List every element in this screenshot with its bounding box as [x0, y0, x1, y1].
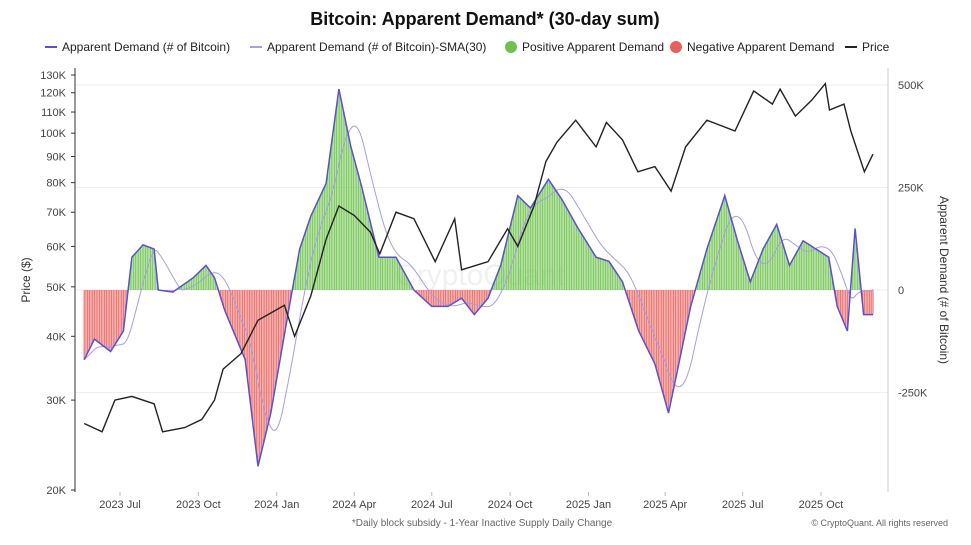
right-axis-ticks: 500K 250K 0 -250K: [898, 80, 928, 400]
x-tick-label: 2024 Jul: [411, 499, 453, 511]
x-tick-label: 2025 Oct: [799, 499, 844, 511]
legend-label: Negative Apparent Demand: [687, 40, 834, 54]
footnote: *Daily block subsidy - 1-Year Inactive S…: [352, 518, 613, 529]
left-tick-label: 70K: [46, 207, 66, 219]
right-tick-label: -250K: [898, 388, 928, 400]
left-tick-label: 90K: [46, 152, 66, 164]
left-tick-label: 20K: [46, 485, 66, 497]
legend: Apparent Demand (# of Bitcoin) Apparent D…: [45, 40, 890, 54]
left-axis-ticks: 130K 120K 110K 100K 90K 80K 70K 60K 50K 40K 30K 20K: [40, 70, 75, 497]
demand-bars: [83, 93, 874, 467]
copyright: © CryptoQuant. All rights reserved: [811, 518, 948, 528]
x-tick-label: 2023 Oct: [176, 499, 221, 511]
chart-title: Bitcoin: Apparent Demand* (30-day sum): [310, 9, 659, 29]
legend-label: Apparent Demand (# of Bitcoin)-SMA(30): [267, 40, 486, 54]
legend-dot-icon: [505, 41, 517, 53]
grid: [75, 84, 888, 393]
series-lines: [83, 82, 874, 467]
right-tick-label: 0: [898, 285, 904, 297]
legend-label: Positive Apparent Demand: [522, 40, 664, 54]
legend-item[interactable]: Price: [845, 40, 890, 54]
right-tick-label: 250K: [898, 183, 924, 195]
legend-label: Price: [862, 40, 890, 54]
left-tick-label: 100K: [40, 128, 66, 140]
left-tick-label: 60K: [46, 241, 66, 253]
x-tick-label: 2024 Oct: [488, 499, 533, 511]
x-tick-label: 2025 Apr: [643, 499, 687, 511]
left-axis-label: Price ($): [19, 257, 33, 302]
legend-item[interactable]: Apparent Demand (# of Bitcoin)-SMA(30): [250, 40, 486, 54]
right-axis-label: Apparent Demand (# of Bitcoin): [937, 196, 951, 364]
legend-item[interactable]: Apparent Demand (# of Bitcoin): [45, 40, 230, 54]
legend-item[interactable]: Negative Apparent Demand: [670, 40, 834, 54]
legend-item[interactable]: Positive Apparent Demand: [505, 40, 664, 54]
x-tick-label: 2023 Jul: [99, 499, 141, 511]
x-tick-label: 2024 Apr: [332, 499, 376, 511]
x-tick-label: 2025 Jul: [722, 499, 764, 511]
price-line: [83, 82, 874, 433]
x-axis-ticks: 2023 Jul 2023 Oct 2024 Jan 2024 Apr 2024 Jul…: [99, 492, 843, 511]
left-tick-label: 80K: [46, 178, 66, 190]
legend-dot-icon: [670, 41, 682, 53]
left-tick-label: 120K: [40, 88, 66, 100]
right-tick-label: 500K: [898, 80, 924, 92]
left-tick-label: 50K: [46, 282, 66, 294]
left-tick-label: 110K: [41, 107, 67, 119]
apparent-demand-line: [83, 88, 873, 467]
left-tick-label: 130K: [40, 70, 66, 82]
left-tick-label: 40K: [46, 331, 66, 343]
sma-line: [83, 125, 874, 431]
x-tick-label: 2024 Jan: [254, 499, 299, 511]
x-tick-label: 2025 Jan: [566, 499, 611, 511]
legend-label: Apparent Demand (# of Bitcoin): [62, 40, 230, 54]
left-tick-label: 30K: [46, 395, 66, 407]
